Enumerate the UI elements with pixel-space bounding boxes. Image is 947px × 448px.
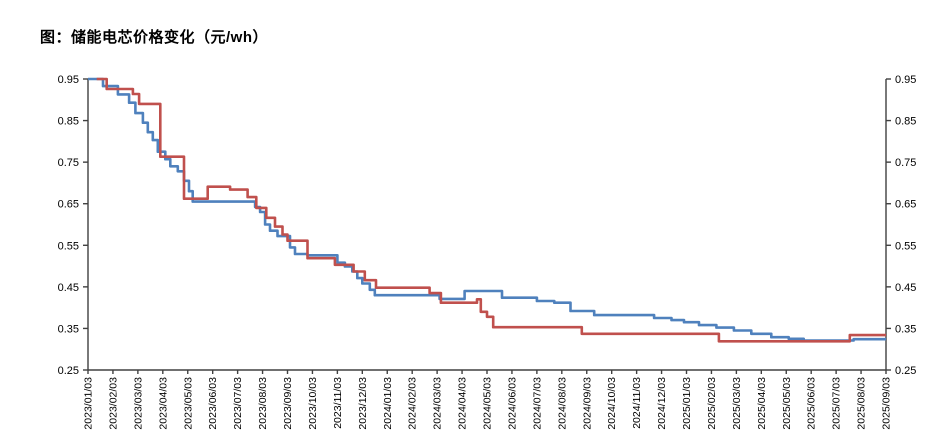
y-axis-label-right: 0.75 [895,157,916,169]
x-axis-label: 2025/08/03 [856,377,868,430]
y-axis-label-left: 0.95 [58,74,79,86]
y-axis-label-left: 0.85 [58,116,79,128]
y-axis-label-right: 0.25 [895,365,916,377]
y-axis-label-left: 0.55 [58,240,79,252]
x-axis-label: 2024/07/03 [531,377,543,430]
x-axis-label: 2025/07/03 [831,377,843,430]
x-axis-label: 2025/02/03 [706,377,718,430]
x-axis-label: 2023/02/03 [107,377,119,430]
y-axis-label-left: 0.45 [58,282,79,294]
x-axis-label: 2025/05/03 [781,377,793,430]
y-axis-label-right: 0.85 [895,116,916,128]
y-axis-label-left: 0.75 [58,157,79,169]
x-axis-label: 2024/06/03 [506,377,518,430]
y-axis-label-right: 0.35 [895,323,916,335]
x-axis-label: 2025/06/03 [806,377,818,430]
x-axis-label: 2025/09/03 [881,377,893,430]
x-axis-label: 2024/02/03 [407,377,419,430]
x-axis-label: 2023/08/03 [257,377,269,430]
x-axis-label: 2023/10/03 [307,377,319,430]
x-axis-label: 2024/11/03 [631,377,643,429]
y-axis-label-right: 0.55 [895,240,916,252]
x-axis-label: 2023/04/03 [157,377,169,430]
x-axis-label: 2025/04/03 [756,377,768,430]
x-axis-label: 2024/04/03 [457,377,469,430]
x-axis-label: 2025/01/03 [681,377,693,430]
axes [87,79,887,371]
x-axis-label: 2023/01/03 [83,377,95,430]
x-axis-label: 2023/09/03 [282,377,294,430]
x-axis-label: 2023/12/03 [357,377,369,430]
chart-title: 图：储能电芯价格变化（元/wh） [40,29,268,46]
x-axis-label: 2024/10/03 [606,377,618,430]
x-axis-label: 2024/05/03 [482,377,494,430]
x-axis-label: 2023/06/03 [207,377,219,430]
y-axis-label-left: 0.35 [58,323,79,335]
red-price-line [96,77,886,343]
y-axis-label-right: 0.95 [895,74,916,86]
y-axis-label-left: 0.25 [58,365,79,377]
y-axis-label-right: 0.45 [895,282,916,294]
blue-price-line [88,77,886,342]
x-axis-label: 2025/03/03 [731,377,743,430]
x-axis-label: 2024/12/03 [656,377,668,430]
x-axis-label: 2024/01/03 [382,377,394,430]
x-axis-label: 2023/05/03 [182,377,194,430]
x-axis-label: 2024/03/03 [432,377,444,430]
y-axis-label-right: 0.65 [895,199,916,211]
x-axis-label: 2024/09/03 [581,377,593,430]
x-axis-label: 2023/11/03 [332,377,344,429]
y-axis-label-left: 0.65 [58,199,79,211]
x-axis-label: 2023/03/03 [132,377,144,430]
x-axis-label: 2023/07/03 [232,377,244,430]
x-axis-label: 2024/08/03 [556,377,568,430]
